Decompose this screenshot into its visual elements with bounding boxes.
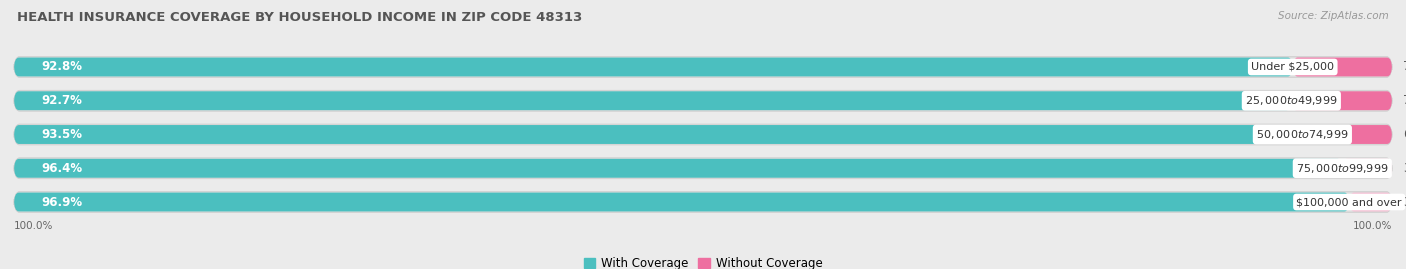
FancyBboxPatch shape [14, 91, 1291, 110]
Text: HEALTH INSURANCE COVERAGE BY HOUSEHOLD INCOME IN ZIP CODE 48313: HEALTH INSURANCE COVERAGE BY HOUSEHOLD I… [17, 11, 582, 24]
FancyBboxPatch shape [14, 125, 1302, 144]
Text: 92.7%: 92.7% [42, 94, 83, 107]
Text: 93.5%: 93.5% [42, 128, 83, 141]
FancyBboxPatch shape [14, 58, 1292, 76]
Text: $100,000 and over: $100,000 and over [1296, 197, 1402, 207]
Text: 7.3%: 7.3% [1403, 94, 1406, 107]
FancyBboxPatch shape [1343, 159, 1392, 178]
FancyBboxPatch shape [1350, 193, 1392, 211]
FancyBboxPatch shape [1302, 125, 1392, 144]
Text: $25,000 to $49,999: $25,000 to $49,999 [1246, 94, 1337, 107]
FancyBboxPatch shape [14, 158, 1392, 179]
FancyBboxPatch shape [14, 159, 1343, 178]
Text: 100.0%: 100.0% [14, 221, 53, 231]
Text: 96.9%: 96.9% [42, 196, 83, 208]
FancyBboxPatch shape [14, 193, 1350, 211]
Text: $75,000 to $99,999: $75,000 to $99,999 [1296, 162, 1389, 175]
FancyBboxPatch shape [1291, 91, 1392, 110]
Text: 3.1%: 3.1% [1403, 196, 1406, 208]
Text: 3.6%: 3.6% [1403, 162, 1406, 175]
Text: 7.2%: 7.2% [1403, 61, 1406, 73]
Text: 96.4%: 96.4% [42, 162, 83, 175]
FancyBboxPatch shape [1292, 58, 1392, 76]
Text: 100.0%: 100.0% [1353, 221, 1392, 231]
Text: 6.5%: 6.5% [1403, 128, 1406, 141]
FancyBboxPatch shape [14, 124, 1392, 145]
FancyBboxPatch shape [14, 56, 1392, 77]
Text: $50,000 to $74,999: $50,000 to $74,999 [1256, 128, 1348, 141]
Text: Source: ZipAtlas.com: Source: ZipAtlas.com [1278, 11, 1389, 21]
Legend: With Coverage, Without Coverage: With Coverage, Without Coverage [583, 257, 823, 269]
FancyBboxPatch shape [14, 90, 1392, 111]
Text: 92.8%: 92.8% [42, 61, 83, 73]
Text: Under $25,000: Under $25,000 [1251, 62, 1334, 72]
FancyBboxPatch shape [14, 192, 1392, 213]
